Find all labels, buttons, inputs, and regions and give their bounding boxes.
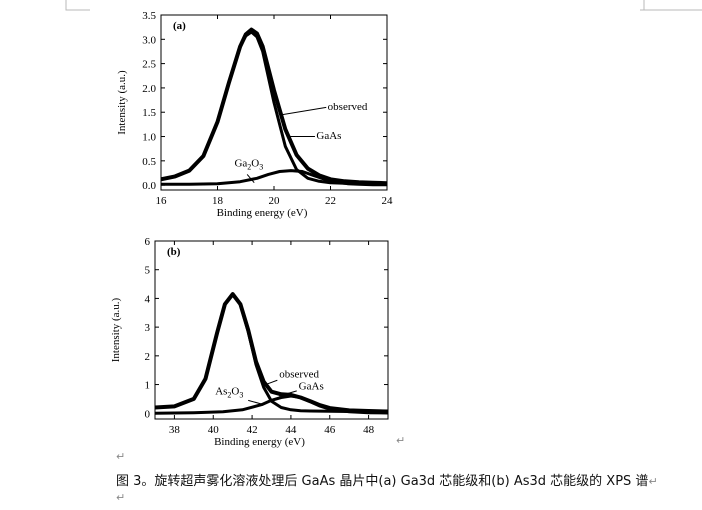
- paragraph-mark: ↵: [116, 491, 126, 504]
- paragraph-mark: ↵: [116, 450, 126, 463]
- crop-mark-top-right: [640, 0, 702, 11]
- x-tick-label: 22: [325, 195, 336, 207]
- annotation-label: As2O3: [215, 386, 243, 400]
- leader-line: [265, 379, 278, 386]
- x-tick-label: 44: [285, 424, 297, 436]
- y-tick-label: 1.0: [142, 132, 156, 144]
- y-tick-label: 2: [145, 351, 151, 363]
- leader-line: [282, 106, 327, 116]
- x-tick-label: 48: [363, 424, 375, 436]
- annotation-label: GaAs: [316, 130, 341, 142]
- series-line-observed: [155, 292, 388, 414]
- leader-line: [279, 390, 297, 397]
- x-tick-label: 38: [169, 424, 181, 436]
- crop-mark-top-left: [65, 0, 90, 11]
- series-line-as2o3: [155, 394, 388, 415]
- y-tick-label: 0.0: [142, 180, 156, 192]
- y-axis-label: Intensity (a.u.): [110, 297, 122, 362]
- leader-line: [248, 399, 264, 406]
- y-tick-label: 1: [145, 380, 151, 392]
- y-tick-label: 4: [145, 293, 151, 305]
- x-tick-label: 46: [324, 424, 336, 436]
- paragraph-mark: ↵: [396, 434, 406, 447]
- y-tick-label: 0.5: [142, 156, 156, 168]
- x-tick-label: 20: [269, 195, 281, 207]
- annotation-label: Ga2O3: [234, 158, 263, 172]
- y-tick-label: 1.5: [142, 107, 156, 119]
- annotation-label: GaAs: [299, 381, 324, 393]
- x-tick-label: 16: [156, 195, 168, 207]
- series-line-ga2o3: [161, 169, 387, 187]
- leader-line: [246, 174, 255, 184]
- y-axis-label: Intensity (a.u.): [116, 70, 128, 135]
- y-tick-label: 0: [145, 408, 151, 420]
- panel-b-chart: 38 40 42 44 46 48 0 1 2 3 4 5 6 Binding energy (eV) In…: [110, 236, 389, 448]
- x-axis-label: Binding energy (eV): [214, 436, 305, 448]
- figure-caption-text: 图 3。旋转超声雾化溶液处理后 GaAs 晶片中(a) Ga3d 芯能级和(b)…: [116, 474, 649, 489]
- panel-label: (a): [173, 20, 186, 32]
- panel-a-chart: 16 18 20 22 24 0.0 0.5 1.0 1.5 2.0 2.5 3.0 3.5 Bindin…: [116, 10, 393, 219]
- x-tick-label: 24: [382, 195, 394, 207]
- plot-frame: [154, 240, 389, 420]
- x-tick-label: 42: [247, 424, 258, 436]
- y-tick-label: 2.5: [142, 59, 156, 71]
- annotation-label: observed: [328, 101, 368, 113]
- series-line-gaas: [155, 292, 388, 414]
- x-axis-label: Binding energy (eV): [217, 207, 308, 219]
- panel-label: (b): [167, 246, 181, 258]
- y-tick-label: 3.5: [142, 10, 156, 22]
- y-tick-label: 2.0: [142, 83, 156, 95]
- y-tick-label: 6: [145, 236, 151, 248]
- annotation-label: observed: [279, 368, 319, 380]
- y-tick-label: 3: [145, 322, 151, 334]
- paragraph-mark: ↵: [648, 475, 658, 488]
- figure-caption: 图 3。旋转超声雾化溶液处理后 GaAs 晶片中(a) Ga3d 芯能级和(b)…: [116, 470, 658, 489]
- y-tick-label: 3.0: [142, 34, 156, 46]
- x-tick-label: 18: [212, 195, 224, 207]
- x-tick-label: 40: [208, 424, 220, 436]
- y-tick-label: 5: [145, 265, 151, 277]
